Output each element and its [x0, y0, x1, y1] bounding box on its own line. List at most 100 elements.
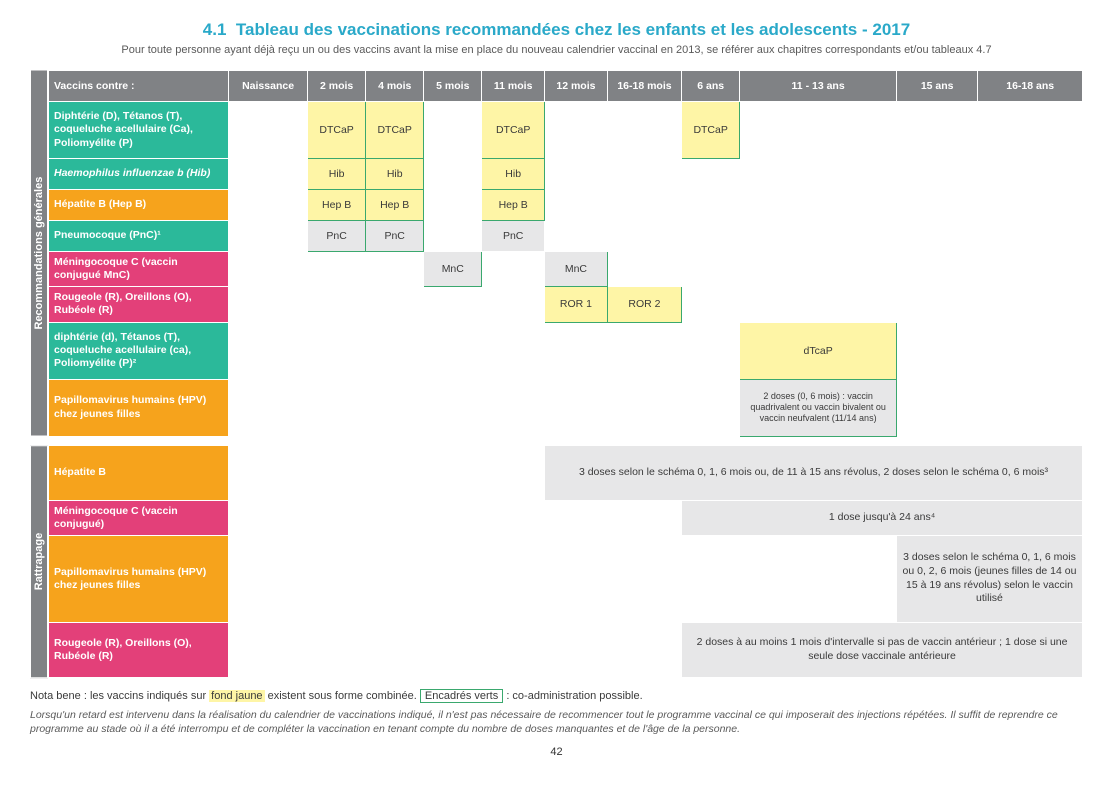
row-label: Haemophilus influenzae b (Hib) [49, 159, 229, 190]
table-cell [897, 322, 978, 379]
table-cell [682, 322, 740, 379]
row-label: Rougeole (R), Oreillons (O), Rubéole (R) [49, 287, 229, 322]
row-label: Papillomavirus humains (HPV) chez jeunes… [49, 379, 229, 436]
nota-green-highlight: Encadrés verts [420, 689, 503, 703]
table-cell [229, 445, 308, 500]
table-cell: MnC [424, 252, 482, 287]
table-cell: PnC [482, 221, 545, 252]
table-cell [308, 445, 366, 500]
table-cell [978, 221, 1083, 252]
table-cell [978, 287, 1083, 322]
table-cell [682, 159, 740, 190]
row-label: Méningocoque C (vaccin conjugué MnC) [49, 252, 229, 287]
table-cell [308, 622, 366, 677]
table-cell [545, 500, 608, 535]
table-cell [424, 102, 482, 159]
table-cell [424, 221, 482, 252]
row-label: Diphtérie (D), Tétanos (T), coqueluche a… [49, 102, 229, 159]
table-cell: Hep B [482, 190, 545, 221]
table-cell: DTCaP [682, 102, 740, 159]
table-cell [978, 252, 1083, 287]
table-cell [740, 190, 897, 221]
table-cell [482, 379, 545, 436]
col-header: Naissance [229, 71, 308, 102]
table-row: Hépatite B (Hep B)Hep BHep BHep B [49, 190, 1083, 221]
table-cell [482, 287, 545, 322]
vaccination-table-general: Vaccins contre :Naissance2 mois4 mois5 m… [48, 70, 1083, 437]
table-cell [366, 252, 424, 287]
vaccination-table-catchup: Hépatite B 3 doses selon le schéma 0, 1, … [48, 445, 1083, 678]
table-cell [308, 500, 366, 535]
nota-post: : co-administration possible. [506, 690, 642, 702]
nota-mid: existent sous forme combinée. [268, 690, 417, 702]
col-header: 6 ans [682, 71, 740, 102]
table-cell [978, 102, 1083, 159]
table-cell [424, 500, 482, 535]
row-label: Hépatite B [49, 445, 229, 500]
col-header: 16-18 mois [607, 71, 681, 102]
nota-pre: les vaccins indiqués sur [90, 690, 206, 702]
table-cell [545, 102, 608, 159]
table-cell-span: 3 doses selon le schéma 0, 1, 6 mois ou … [896, 535, 1082, 622]
table-row: Rougeole (R), Oreillons (O), Rubéole (R)… [49, 287, 1083, 322]
col-header: 11 mois [482, 71, 545, 102]
page-number: 42 [30, 746, 1083, 758]
table-cell: Hib [308, 159, 366, 190]
table-cell-span: 3 doses selon le schéma 0, 1, 6 mois ou,… [545, 445, 1083, 500]
table-cell [740, 287, 897, 322]
table-cell [545, 322, 608, 379]
table-cell: Hib [366, 159, 424, 190]
table-cell: DTCaP [482, 102, 545, 159]
footnote: Lorsqu'un retard est intervenu dans la r… [30, 708, 1083, 736]
table-cell [366, 622, 424, 677]
table-cell [308, 252, 366, 287]
table-row: Diphtérie (D), Tétanos (T), coqueluche a… [49, 102, 1083, 159]
table-cell: dTcaP [740, 322, 897, 379]
nota-label: Nota bene : [30, 690, 87, 702]
row-label: Papillomavirus humains (HPV) chez jeunes… [49, 535, 229, 622]
col-header: 15 ans [897, 71, 978, 102]
row-label: diphtérie (d), Tétanos (T), coqueluche a… [49, 322, 229, 379]
table-header-row: Vaccins contre :Naissance2 mois4 mois5 m… [49, 71, 1083, 102]
table-cell [545, 159, 608, 190]
col-header: 4 mois [366, 71, 424, 102]
table-row: Hépatite B 3 doses selon le schéma 0, 1, … [49, 445, 1083, 500]
table-cell: PnC [308, 221, 366, 252]
table-row: Papillomavirus humains (HPV) chez jeunes… [49, 535, 1083, 622]
table-cell: ROR 2 [607, 287, 681, 322]
table-cell [366, 535, 424, 622]
table-cell: Hep B [366, 190, 424, 221]
table-cell [740, 159, 897, 190]
col-header: 12 mois [545, 71, 608, 102]
col-header: 5 mois [424, 71, 482, 102]
table-cell [978, 190, 1083, 221]
page-subtitle: Pour toute personne ayant déjà reçu un o… [30, 44, 1083, 56]
table-cell [229, 252, 308, 287]
table-cell [545, 379, 608, 436]
table-cell [229, 500, 308, 535]
table-cell [366, 500, 424, 535]
table-cell [607, 190, 681, 221]
table-cell [545, 221, 608, 252]
table-cell [366, 445, 424, 500]
table-cell [229, 221, 308, 252]
table-cell [308, 535, 366, 622]
col-header: Vaccins contre : [49, 71, 229, 102]
table-cell [424, 622, 482, 677]
table-cell: DTCaP [366, 102, 424, 159]
table-cell [229, 535, 308, 622]
table-cell [482, 535, 545, 622]
table-cell [607, 322, 681, 379]
table-cell [424, 535, 482, 622]
table-cell [607, 535, 681, 622]
table-cell [607, 500, 681, 535]
table-row: Haemophilus influenzae b (Hib)HibHibHib [49, 159, 1083, 190]
table-cell [366, 379, 424, 436]
table-cell: 2 doses (0, 6 mois) : vaccin quadrivalen… [740, 379, 897, 436]
table-cell [607, 221, 681, 252]
table-cell [424, 190, 482, 221]
table-row: Pneumocoque (PnC)¹PnCPnCPnC [49, 221, 1083, 252]
table-row: diphtérie (d), Tétanos (T), coqueluche a… [49, 322, 1083, 379]
table-cell [229, 322, 308, 379]
table-cell [607, 252, 681, 287]
